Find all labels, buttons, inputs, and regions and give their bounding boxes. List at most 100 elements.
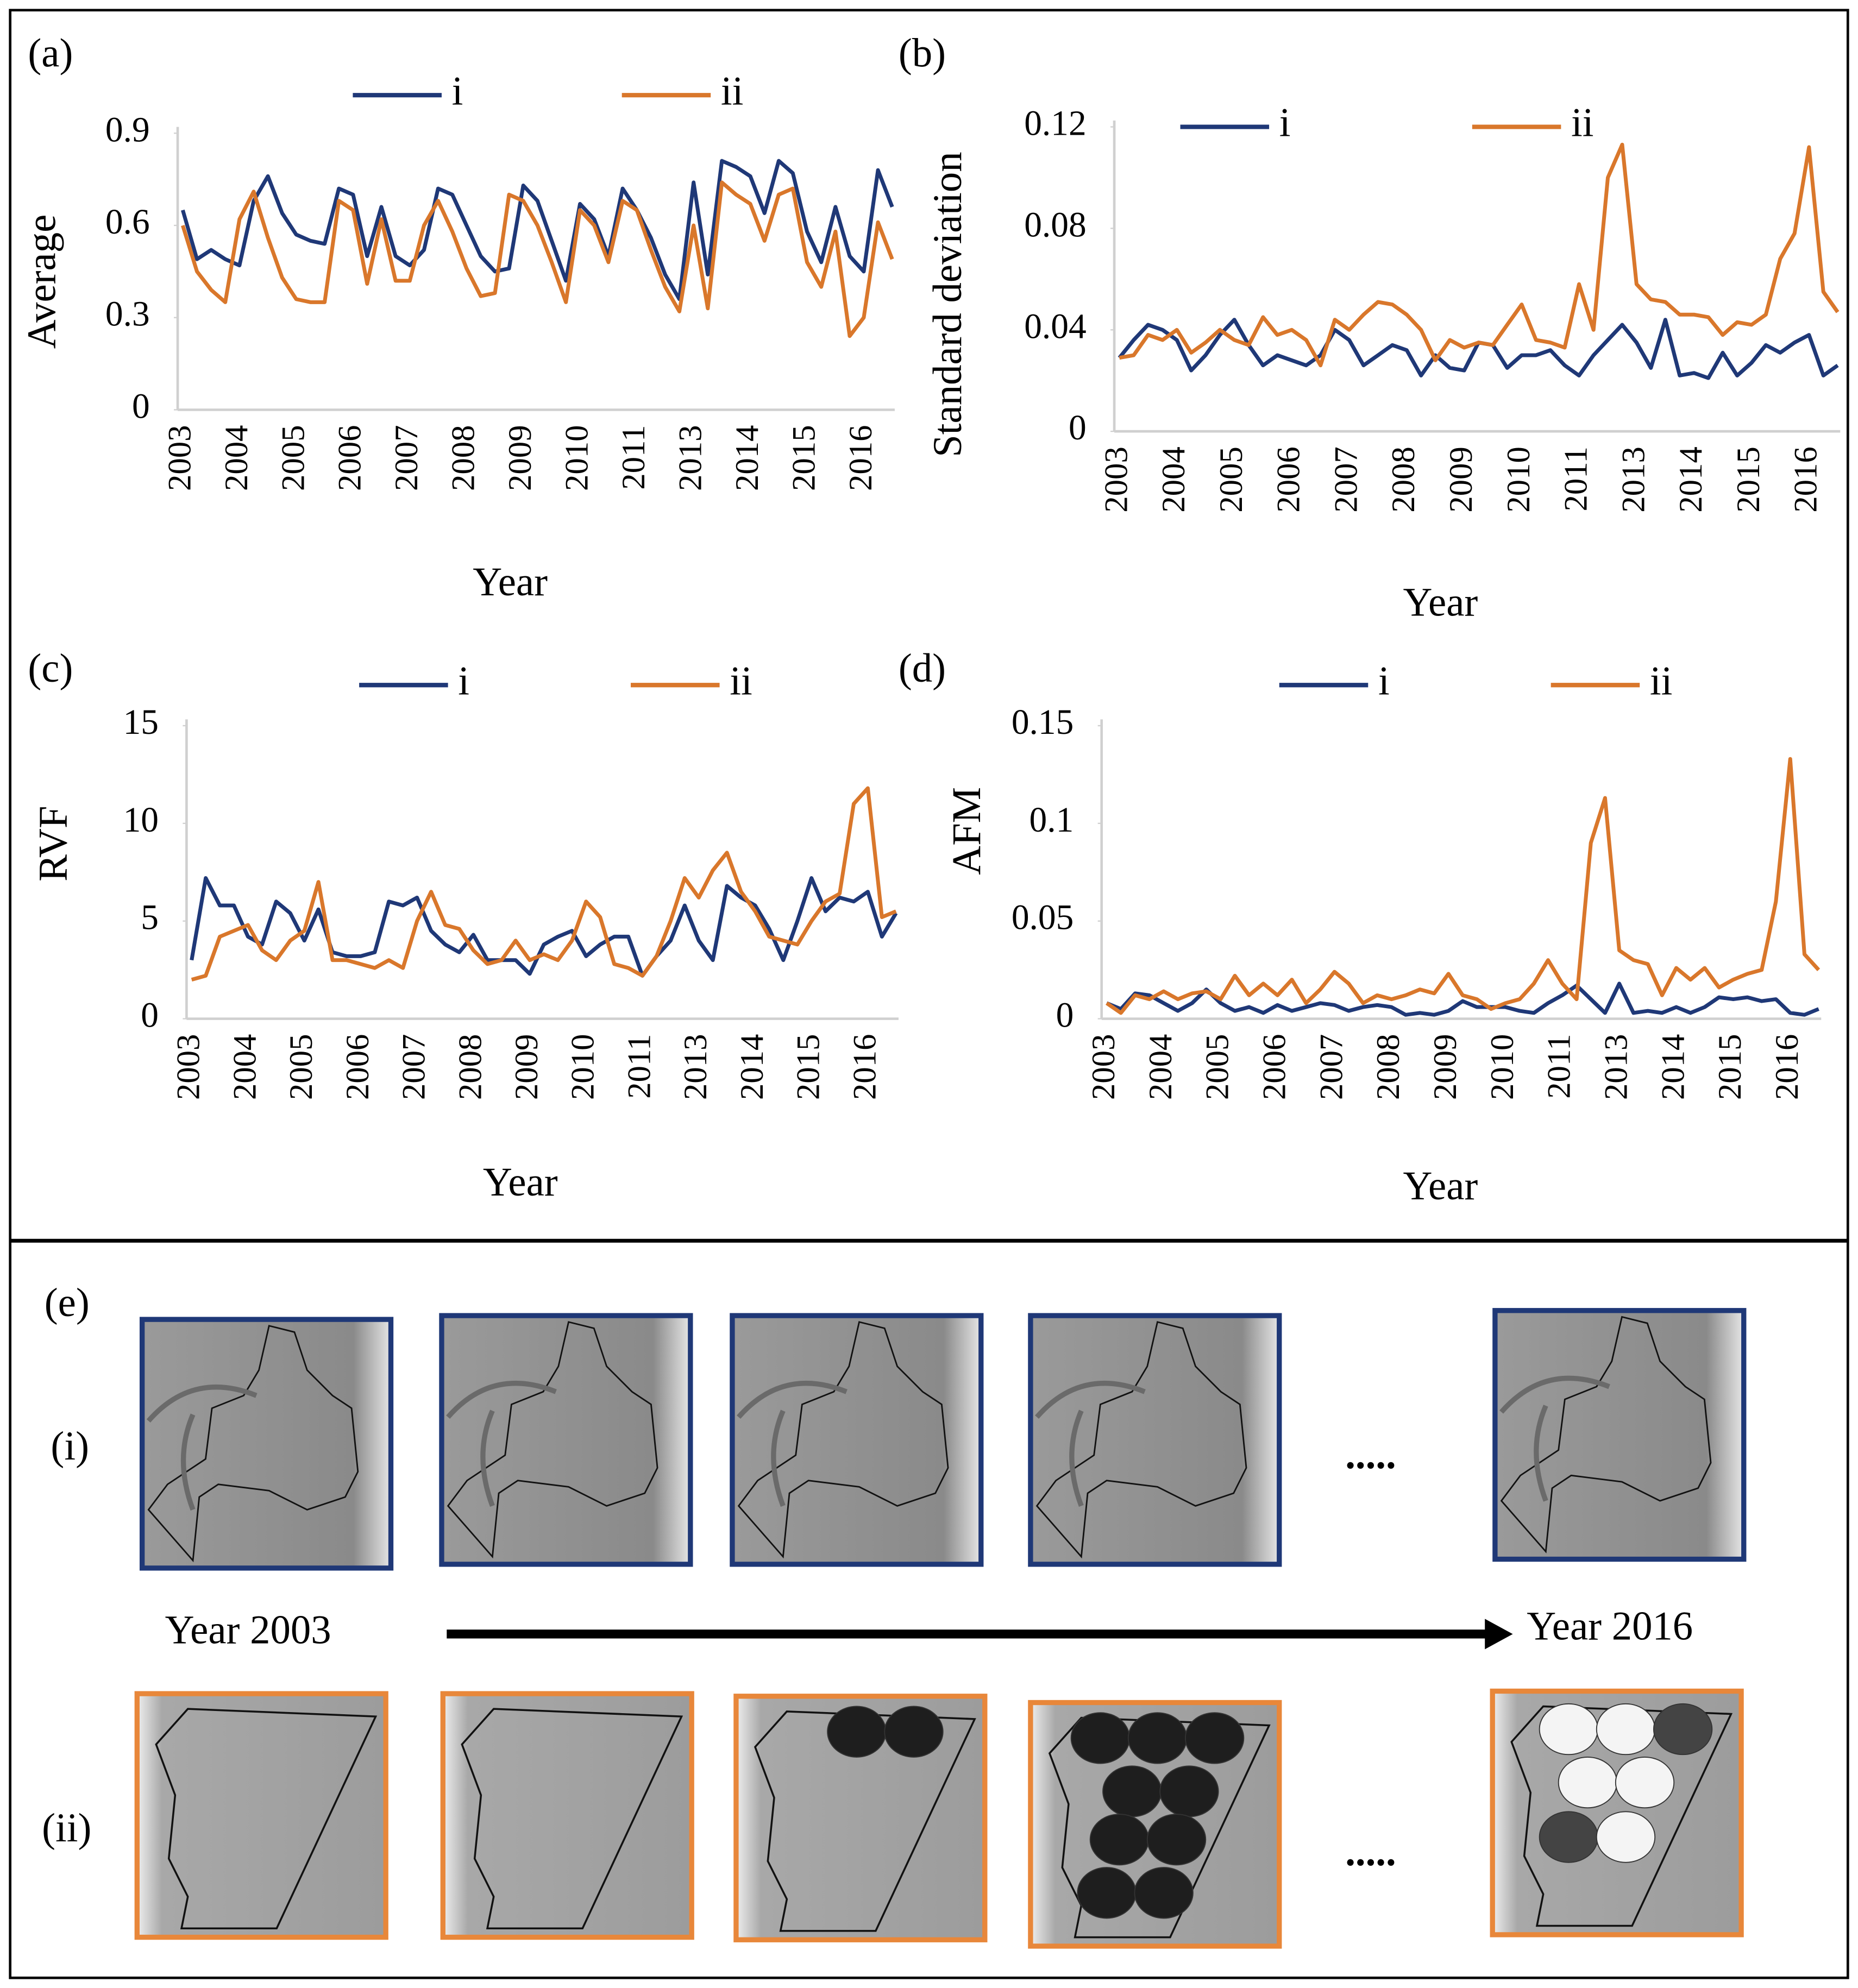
boundary xyxy=(754,1710,976,1932)
data-line xyxy=(191,786,897,982)
boundary xyxy=(737,1321,949,1559)
x-tick-label: 2004 xyxy=(218,425,255,490)
legend-label: i xyxy=(458,658,469,703)
boundary xyxy=(155,1708,378,1929)
field xyxy=(884,1706,944,1758)
field xyxy=(1134,1867,1194,1919)
x-tick-label: 2010 xyxy=(1501,446,1537,512)
data-line xyxy=(190,876,898,978)
x-tick-label: 2015 xyxy=(1730,446,1767,512)
y-tick-label: 0.15 xyxy=(1012,703,1074,742)
panel-label: (b) xyxy=(899,30,946,76)
x-tick-label: 2007 xyxy=(1328,446,1364,512)
thumbnail xyxy=(730,1313,984,1567)
x-tick-label: 2013 xyxy=(1615,446,1652,512)
row-label: (i) xyxy=(51,1424,89,1469)
x-tick-label: 2006 xyxy=(1271,446,1307,512)
x-tick-label: 2010 xyxy=(1484,1034,1521,1100)
legend-label: ii xyxy=(1650,658,1673,703)
y-tick-label: 0.1 xyxy=(1030,801,1074,840)
x-tick-label: 2011 xyxy=(616,425,652,489)
y-tick-label: 0 xyxy=(1069,408,1087,448)
x-tick-label: 2005 xyxy=(1213,446,1250,512)
data-line xyxy=(1119,142,1840,368)
x-tick-label: 2007 xyxy=(396,1034,432,1100)
x-axis-label: Year xyxy=(1403,1163,1478,1209)
y-tick-label: 0.05 xyxy=(1012,898,1074,938)
field xyxy=(1127,1712,1188,1764)
x-axis-label: Year xyxy=(473,559,548,605)
x-tick-label: 2014 xyxy=(1655,1034,1691,1100)
y-tick-label: 5 xyxy=(141,898,159,938)
field xyxy=(1539,1811,1599,1863)
x-tick-label: 2006 xyxy=(340,1034,376,1100)
y-tick-label: 0.04 xyxy=(1024,307,1086,346)
boundary xyxy=(447,1321,658,1559)
field xyxy=(1146,1814,1207,1866)
boundary xyxy=(1510,1705,1733,1927)
x-axis-label: Year xyxy=(483,1160,558,1205)
y-tick-label: 0 xyxy=(132,387,150,426)
x-tick-label: 2010 xyxy=(559,425,595,490)
x-tick-label: 2015 xyxy=(790,1034,827,1100)
field xyxy=(1596,1703,1656,1756)
y-tick-label: 0.9 xyxy=(105,110,150,149)
x-tick-label: 2008 xyxy=(445,425,482,490)
x-tick-label: 2003 xyxy=(1098,446,1134,512)
x-tick-label: 2014 xyxy=(734,1034,770,1100)
panel-label: (c) xyxy=(28,646,73,691)
x-tick-label: 2016 xyxy=(846,1034,883,1100)
data-line xyxy=(1106,757,1821,1015)
arrow-head xyxy=(1485,1619,1513,1650)
x-tick-label: 2005 xyxy=(275,425,311,490)
boundary xyxy=(461,1708,683,1929)
y-tick-label: 0 xyxy=(141,996,159,1035)
x-tick-label: 2015 xyxy=(786,425,822,490)
x-tick-label: 2009 xyxy=(1427,1034,1464,1100)
x-tick-label: 2004 xyxy=(227,1034,263,1100)
channel xyxy=(1035,1381,1146,1507)
x-tick-label: 2008 xyxy=(1385,446,1422,512)
data-line xyxy=(181,180,894,338)
x-tick-label: 2016 xyxy=(1769,1034,1805,1100)
x-tick-label: 2003 xyxy=(171,1034,207,1100)
x-tick-label: 2008 xyxy=(1370,1034,1407,1100)
x-tick-label: 2004 xyxy=(1156,446,1192,512)
legend-label: i xyxy=(1378,658,1390,703)
y-axis-label: AFM xyxy=(944,787,989,875)
panel-label: (a) xyxy=(28,30,73,76)
channel xyxy=(446,1381,557,1507)
x-tick-label: 2013 xyxy=(673,425,709,490)
y-tick-label: 15 xyxy=(123,703,159,742)
data-line xyxy=(1106,982,1819,1017)
boundary xyxy=(147,1325,359,1563)
x-tick-label: 2005 xyxy=(1200,1034,1236,1100)
x-tick-label: 2010 xyxy=(565,1034,601,1100)
field xyxy=(1184,1712,1245,1764)
y-axis-label: Standard deviation xyxy=(925,152,970,457)
field xyxy=(1077,1867,1137,1919)
x-tick-label: 2004 xyxy=(1143,1034,1179,1100)
y-tick-label: 0 xyxy=(1056,996,1074,1035)
ellipsis: ..... xyxy=(1345,1432,1396,1477)
x-tick-label: 2016 xyxy=(843,425,879,490)
x-tick-label: 2007 xyxy=(1313,1034,1349,1100)
row-label: (ii) xyxy=(42,1805,91,1851)
field xyxy=(1070,1712,1131,1764)
x-tick-label: 2006 xyxy=(332,425,368,490)
channel xyxy=(146,1385,258,1511)
x-tick-label: 2003 xyxy=(1085,1034,1122,1100)
boundary xyxy=(1500,1316,1712,1553)
field xyxy=(1089,1814,1150,1866)
x-tick-label: 2013 xyxy=(677,1034,714,1100)
thumbnail xyxy=(1028,1313,1282,1567)
panel-e: (e) (i) (ii) Year 2003 Year 2016 ..... .… xyxy=(42,1280,1747,1949)
y-tick-label: 0.12 xyxy=(1024,104,1086,143)
x-tick-label: 2007 xyxy=(388,425,425,490)
thumbnail xyxy=(134,1691,388,1940)
field xyxy=(1102,1765,1162,1817)
x-tick-label: 2014 xyxy=(729,425,765,490)
field xyxy=(1615,1756,1675,1809)
field xyxy=(1596,1811,1656,1863)
